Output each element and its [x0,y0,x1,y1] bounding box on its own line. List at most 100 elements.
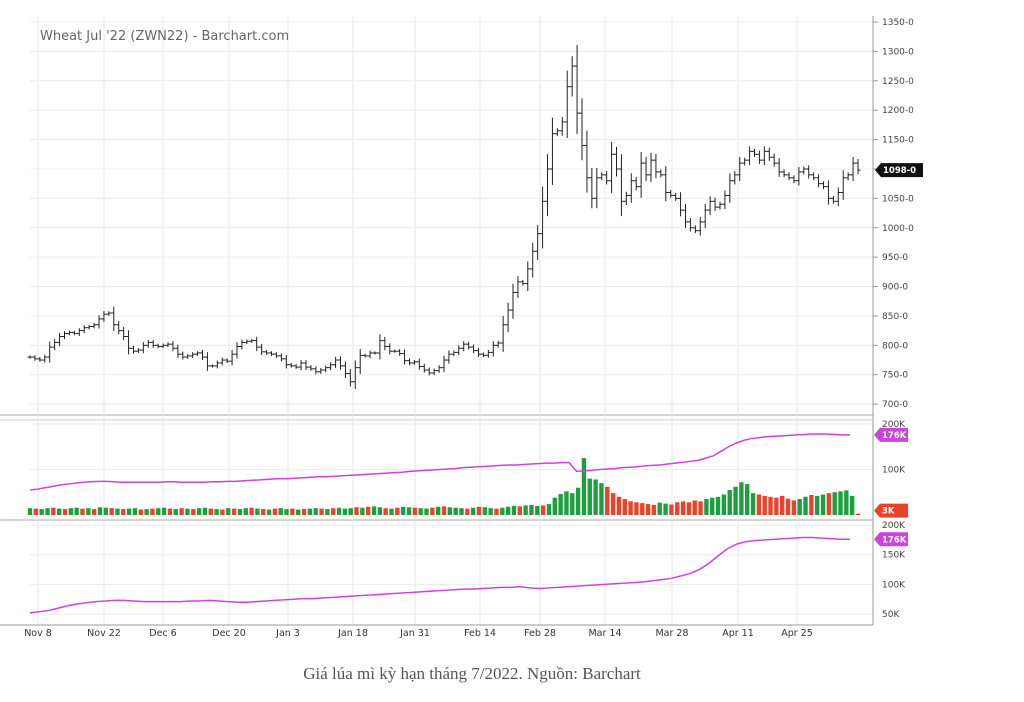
ohlc-bar [830,195,836,204]
volume-bar [348,508,353,515]
ohlc-bar [446,350,452,364]
ohlc-bar [135,348,141,353]
volume-bar [173,509,178,515]
ohlc-bar [293,364,299,369]
ohlc-bar [530,242,536,278]
ohlc-bar [776,158,782,177]
volume-bar [191,509,196,515]
price-bars [27,45,861,389]
y-tick-label: 1000-0 [882,224,914,234]
volume-bar [144,509,149,515]
volume-bar [669,504,674,515]
ohlc-bar [298,360,304,371]
ohlc-bar [436,365,442,374]
x-tick-label: Nov 22 [87,628,121,639]
ohlc-bar [150,339,156,348]
ohlc-bar [288,363,294,368]
volume-bar [45,508,50,515]
volume-bar [558,494,563,515]
volume-bar [797,499,802,515]
volume-bar [721,494,727,515]
ohlc-bar [604,171,610,185]
ohlc-bar [628,173,634,203]
volume-bar [453,507,458,515]
volume-bar [39,509,44,515]
y-tick-label: 1200-0 [882,106,914,116]
y-tick-label: 800-0 [882,341,908,351]
volume-bar [780,495,785,515]
volume-bar [325,509,330,515]
svg-text:3K: 3K [882,507,895,517]
volume-bar [342,508,348,515]
ohlc-bar [476,347,481,357]
ohlc-bar [140,342,146,354]
volume-bar [675,502,680,515]
ohlc-bar [752,148,757,157]
x-tick-label: Apr 11 [722,628,754,639]
ohlc-bar [756,150,762,164]
ohlc-bar [224,358,230,363]
volume-bar [564,491,569,515]
volume-bar [56,508,62,515]
ohlc-bar [377,334,383,360]
volume-bar [91,509,97,515]
volume-bar [371,506,377,515]
volume-bar [581,458,587,515]
ohlc-bar [658,169,664,178]
volume-bar [150,508,155,515]
ohlc-bar [687,218,693,232]
volume-bar [774,497,779,515]
volume-bar [575,487,581,515]
ohlc-bar [747,146,753,166]
volume-bar [570,493,575,515]
y-tick-label: 1150-0 [882,136,914,146]
ohlc-bar [357,348,363,375]
ohlc-bar [599,172,605,181]
ohlc-bar [500,315,506,352]
ohlc-bar [32,355,38,361]
ohlc-bar [466,341,472,350]
volume-bar [820,494,826,515]
ohlc-bar [269,351,274,356]
x-tick-label: Feb 28 [524,628,556,639]
ohlc-bar [352,360,358,389]
ohlc-bar [495,340,501,348]
ohlc-bar [387,343,393,355]
ohlc-bar [416,358,422,370]
volume-bar [698,501,703,515]
volume-bar [616,496,622,515]
ohlc-bar [37,357,43,362]
ohlc-bar [638,151,644,198]
volume-bar [383,508,388,515]
volume-bar [51,507,56,515]
volume-bar [686,502,692,515]
volume-bar [657,502,662,515]
ohlc-bar [234,342,240,359]
ohlc-bar [461,341,467,352]
ohlc-bar [722,190,728,210]
ohlc-bar [806,165,812,179]
ohlc-bar [254,336,260,352]
axes: Nov 8 Nov 22 Dec 6 Dec 20 Jan 3 Jan 18 Jan 31 F… [0,16,923,639]
ohlc-bar [816,174,822,188]
volume-bar [418,508,423,515]
volume-bar [523,505,528,515]
ohlc-bar [697,216,703,236]
volume-bar [511,505,517,515]
ohlc-bar [71,330,77,336]
ohlc-bar [712,197,718,211]
x-tick-label: Jan 18 [337,628,368,639]
ohlc-bar [614,146,619,177]
ohlc-bar [264,350,270,355]
ohlc-bar [27,355,33,359]
ohlc-bar [594,167,600,209]
ohlc-bar [579,98,585,161]
ohlc-bar [835,187,841,207]
ohlc-bar [81,325,87,334]
ohlc-bar [545,154,550,217]
open-interest-line [29,536,850,614]
volume-bar [587,478,592,515]
volume-bar [529,504,534,515]
volume-bar [785,498,791,515]
open-interest-lines [29,433,850,614]
